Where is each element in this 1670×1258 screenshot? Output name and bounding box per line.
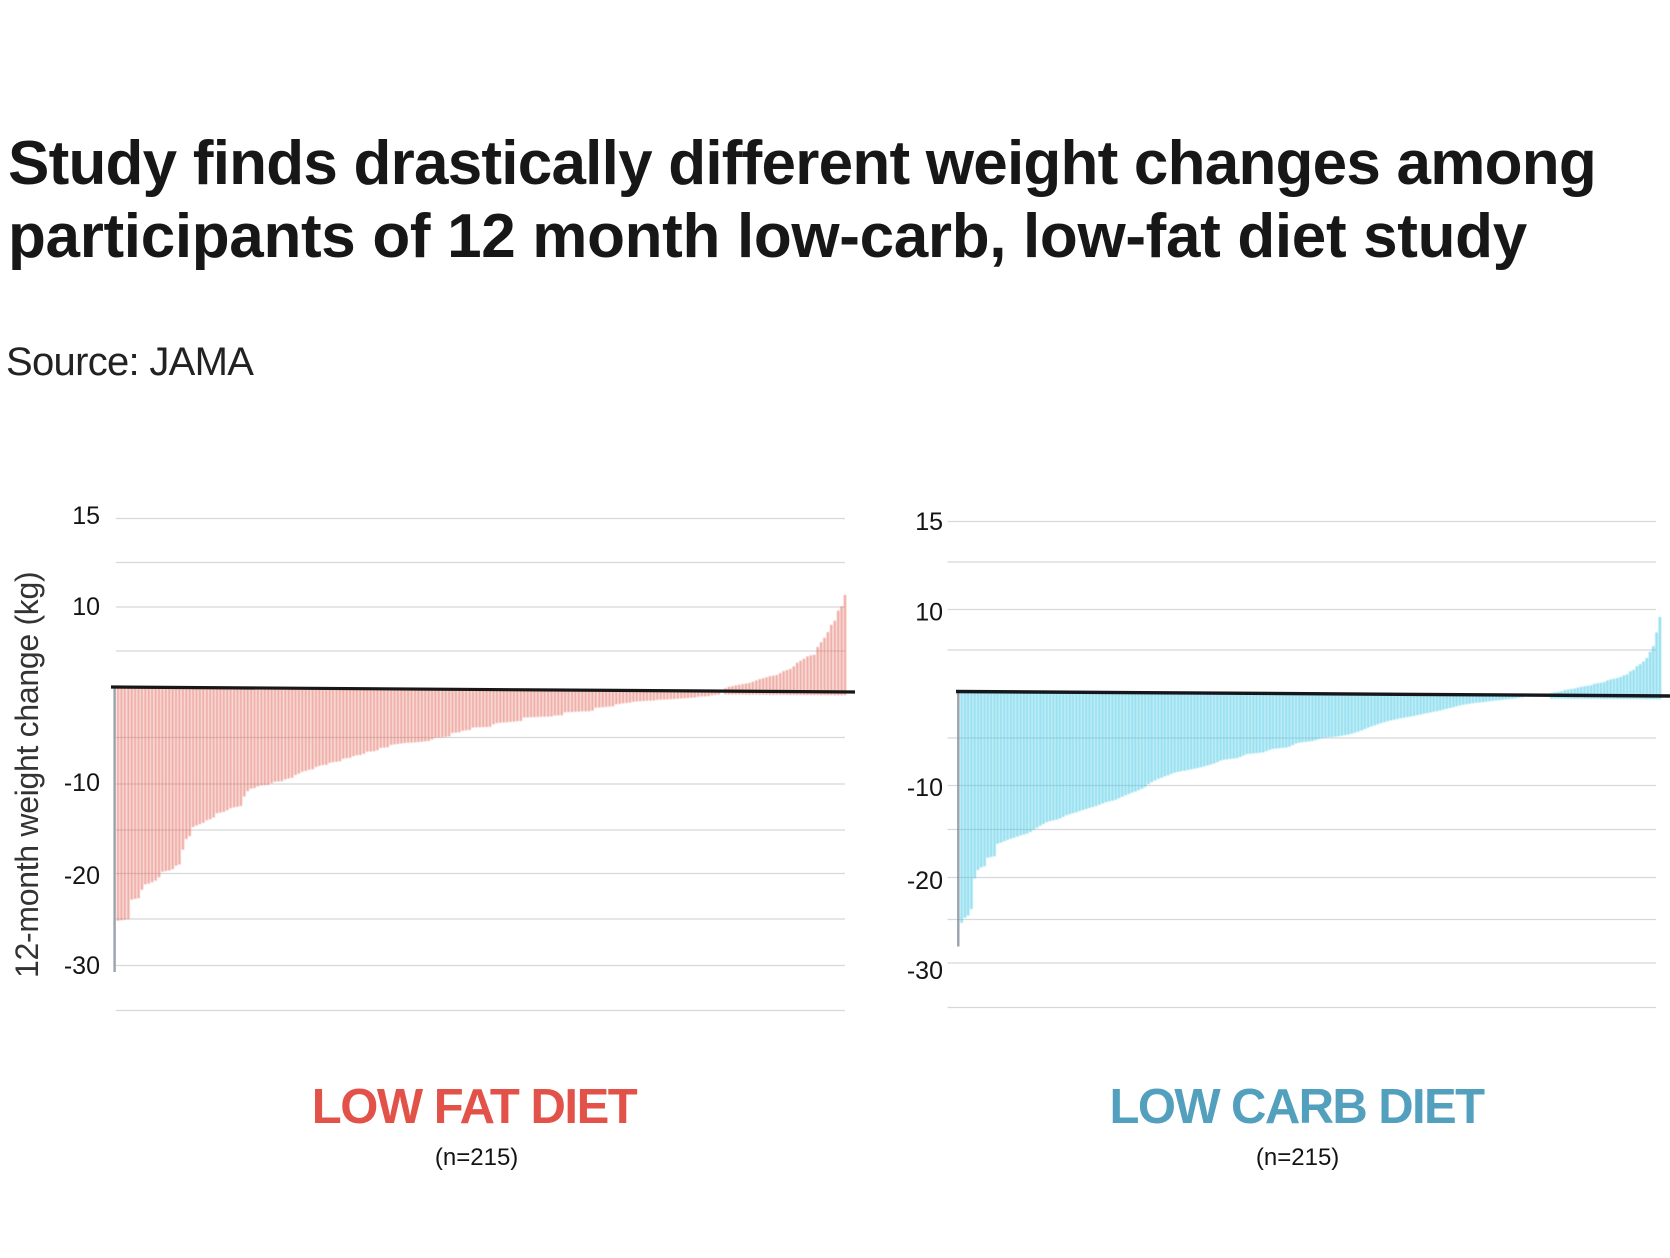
svg-text:10: 10 bbox=[915, 599, 943, 627]
svg-text:participants of 12 month low-c: participants of 12 month low-carb, low-f… bbox=[8, 202, 1528, 271]
svg-text:(n=215): (n=215) bbox=[1256, 1144, 1339, 1171]
svg-text:LOW FAT DIET: LOW FAT DIET bbox=[312, 1080, 638, 1134]
svg-text:-10: -10 bbox=[64, 769, 100, 797]
svg-text:Study finds drastically differ: Study finds drastically different weight… bbox=[8, 129, 1596, 198]
svg-text:-10: -10 bbox=[907, 774, 943, 802]
svg-text:LOW CARB DIET: LOW CARB DIET bbox=[1109, 1080, 1485, 1134]
svg-text:Source: JAMA: Source: JAMA bbox=[6, 340, 254, 384]
svg-text:-20: -20 bbox=[64, 862, 100, 890]
svg-text:-30: -30 bbox=[907, 957, 943, 985]
svg-text:-20: -20 bbox=[907, 867, 943, 895]
svg-text:12-month weight change (kg): 12-month weight change (kg) bbox=[9, 572, 45, 978]
svg-text:15: 15 bbox=[72, 502, 100, 530]
svg-text:15: 15 bbox=[915, 508, 943, 536]
svg-text:(n=215): (n=215) bbox=[435, 1144, 518, 1171]
svg-text:10: 10 bbox=[72, 593, 100, 621]
svg-text:-30: -30 bbox=[64, 952, 100, 980]
